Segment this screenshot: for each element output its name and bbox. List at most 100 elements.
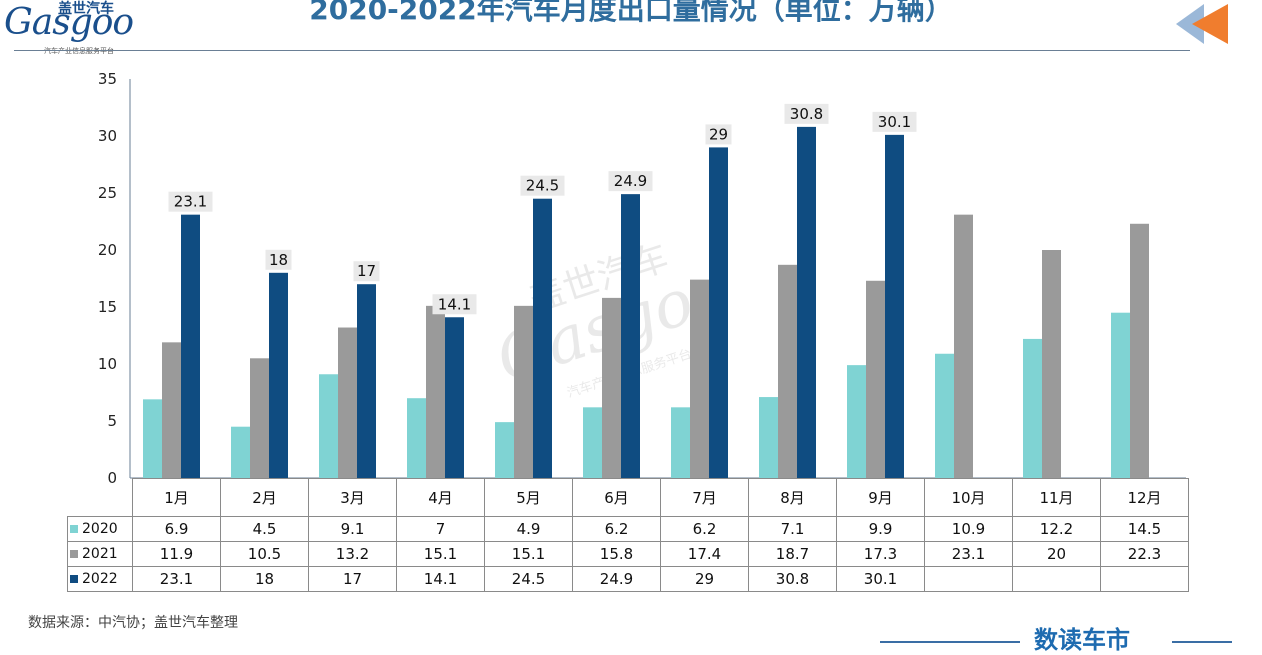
table-cell: 14.1 xyxy=(396,566,485,592)
table-cell xyxy=(924,566,1013,592)
bar-2021-6月 xyxy=(602,297,621,478)
table-cell: 29 xyxy=(660,566,749,592)
table-cell: 30.8 xyxy=(748,566,837,592)
table-cell: 23.1 xyxy=(924,541,1013,567)
table-cell: 17 xyxy=(308,566,397,592)
y-tick-label: 25 xyxy=(98,184,117,202)
bar-2020-6月 xyxy=(583,407,602,478)
bar-2022-3月 xyxy=(357,284,376,478)
data-label-2022-1月: 23.1 xyxy=(174,193,207,211)
bar-2021-3月 xyxy=(338,327,357,478)
data-label-box xyxy=(265,249,292,270)
data-label-box xyxy=(784,103,829,124)
bar-series xyxy=(143,126,1149,479)
table-cell: 9.9 xyxy=(836,516,925,542)
table-row-2021: 2021 11.9 10.5 13.2 15.1 15.1 15.8 17.4 18.7 17.3… xyxy=(67,541,1189,567)
bar-2020-8月 xyxy=(759,397,778,478)
bar-2020-12月 xyxy=(1111,312,1130,478)
legend-swatch xyxy=(70,525,78,533)
bar-2020-10月 xyxy=(935,353,954,478)
y-tick-label: 10 xyxy=(98,355,117,373)
page-title: 2020-2022年汽车月度出口量情况（单位：万辆） xyxy=(309,0,953,26)
back-arrow-icon[interactable] xyxy=(1176,2,1228,46)
table-cell: 22.3 xyxy=(1100,541,1189,567)
bar-2020-1月 xyxy=(143,399,162,478)
month-label-7月: 7月 xyxy=(660,478,749,517)
data-label-box xyxy=(432,294,477,315)
table-cell: 7 xyxy=(396,516,485,542)
table-row-2022: 2022 23.1 18 17 14.1 24.5 24.9 29 30.8 30.1 xyxy=(67,566,1189,592)
bar-2022-8月 xyxy=(797,126,816,478)
data-source-note: 数据来源：中汽协；盖世汽车整理 xyxy=(28,615,238,631)
table-cell: 12.2 xyxy=(1012,516,1101,542)
table-cell: 14.5 xyxy=(1100,516,1189,542)
table-row-2020: 2020 6.9 4.5 9.1 7 4.9 6.2 6.2 7.1 9.9 10.9 12.2 14.… xyxy=(67,516,1189,542)
bar-2020-9月 xyxy=(847,365,866,478)
data-label-2022-3月: 17 xyxy=(357,262,376,280)
table-cell: 17.4 xyxy=(660,541,749,567)
legend-label: 2022 xyxy=(82,571,118,587)
bar-2022-7月 xyxy=(709,147,728,478)
bar-2021-1月 xyxy=(162,342,181,478)
legend-swatch xyxy=(70,550,78,558)
y-tick-label: 20 xyxy=(98,241,117,259)
data-label-2022-9月: 30.1 xyxy=(878,113,911,131)
data-label-2022-5月: 24.5 xyxy=(526,177,559,195)
table-cell: 18 xyxy=(220,566,309,592)
month-label-2月: 2月 xyxy=(220,478,309,517)
y-tick-label: 35 xyxy=(98,70,117,88)
series-legend-2020: 2020 xyxy=(67,516,133,542)
title-divider xyxy=(14,50,1190,51)
data-label-box xyxy=(872,111,917,132)
table-cell: 10.9 xyxy=(924,516,1013,542)
table-cell: 6.2 xyxy=(660,516,749,542)
table-cell: 13.2 xyxy=(308,541,397,567)
series-legend-2022: 2022 xyxy=(67,566,133,592)
bar-2021-5月 xyxy=(514,305,533,478)
data-label-2022-2月: 18 xyxy=(269,251,288,269)
bar-2020-2月 xyxy=(231,426,250,478)
bar-2021-11月 xyxy=(1042,250,1061,478)
bar-2020-7月 xyxy=(671,407,690,478)
bar-2021-10月 xyxy=(954,214,973,478)
y-axis-ticks: 0 5 10 15 20 25 30 35 xyxy=(98,70,117,487)
y-tick-label: 15 xyxy=(98,298,117,316)
data-table: 1月 2月 3月 4月 5月 6月 7月 8月 9月 10月 11月 12月 2020 6.9 4.5 9.1… xyxy=(67,478,1189,592)
y-tick-label: 30 xyxy=(98,127,117,145)
table-cell: 20 xyxy=(1012,541,1101,567)
bar-2022-9月 xyxy=(885,134,904,479)
legend-label: 2021 xyxy=(82,546,118,562)
bar-2022-2月 xyxy=(269,272,288,478)
table-cell xyxy=(1100,566,1189,592)
table-cell xyxy=(1012,566,1101,592)
month-label-5月: 5月 xyxy=(484,478,573,517)
month-label-3月: 3月 xyxy=(308,478,397,517)
month-label-6月: 6月 xyxy=(572,478,661,517)
bar-2022-5月 xyxy=(533,198,552,478)
month-label-9月: 9月 xyxy=(836,478,925,517)
gasgoo-logo: Gasgoo 盖世汽车 汽车产业信息服务平台 xyxy=(0,0,160,60)
data-label-2022-7月: 29 xyxy=(709,125,728,143)
table-corner-cell xyxy=(67,478,133,517)
logo-cn-text: 盖世汽车 xyxy=(58,1,114,17)
bar-2020-4月 xyxy=(407,398,426,478)
table-cell: 6.2 xyxy=(572,516,661,542)
data-label-box xyxy=(520,175,565,196)
data-label-2022-4月: 14.1 xyxy=(438,295,471,313)
month-label-4月: 4月 xyxy=(396,478,485,517)
table-cell: 23.1 xyxy=(132,566,221,592)
table-cell: 11.9 xyxy=(132,541,221,567)
bar-2022-1月 xyxy=(181,214,200,478)
table-cell: 10.5 xyxy=(220,541,309,567)
table-cell: 4.9 xyxy=(484,516,573,542)
bar-data-labels: 23.1 18 17 14.1 24.5 24.9 29 30.8 30.1 xyxy=(168,103,917,315)
table-cell: 24.5 xyxy=(484,566,573,592)
month-label-8月: 8月 xyxy=(748,478,837,517)
footer-brand: 数读车市 xyxy=(1034,626,1130,654)
bar-2020-3月 xyxy=(319,374,338,478)
table-header-row: 1月 2月 3月 4月 5月 6月 7月 8月 9月 10月 11月 12月 xyxy=(67,478,1189,517)
bar-2021-7月 xyxy=(690,279,709,478)
table-cell: 15.1 xyxy=(396,541,485,567)
bar-2021-4月 xyxy=(426,305,445,478)
